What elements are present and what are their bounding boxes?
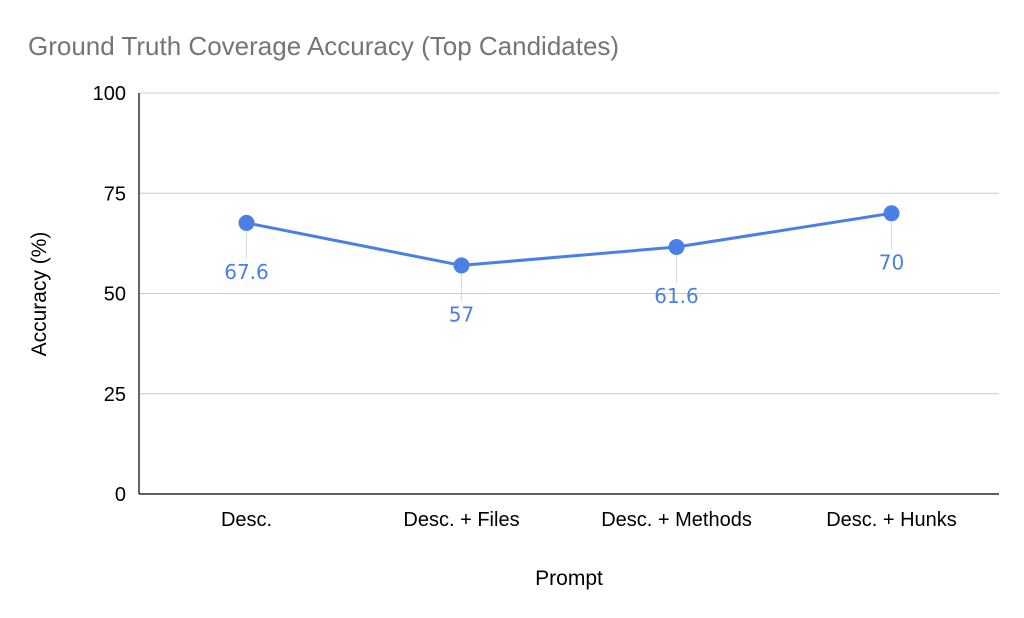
x-tick-labels: Desc. Desc. + Files Desc. + Methods Desc. +… [221,509,957,531]
x-tick-label: Desc. + Hunks [826,509,957,531]
x-tick-label: Desc. + Methods [601,509,752,531]
data-label: 61.6 [654,284,699,308]
y-axis-title: Accuracy (%) [28,232,51,357]
data-label: 57 [449,302,474,326]
data-label: 70 [879,250,904,274]
label-leaders [246,221,892,302]
x-tick-label: Desc. + Files [403,509,519,531]
data-point [453,257,470,274]
data-point [883,205,900,222]
x-axis-title: Prompt [535,567,603,590]
y-tick-label: 50 [104,284,126,306]
y-tick-label: 25 [104,384,126,406]
y-tick-label: 75 [104,183,126,205]
data-label: 67.6 [224,260,269,284]
data-point [668,238,685,255]
x-tick-label: Desc. [221,509,272,531]
data-point [238,214,255,231]
y-tick-label: 0 [115,484,126,506]
series-line [246,211,892,267]
series-line [246,211,892,267]
axes [138,93,999,495]
y-tick-labels: 0 25 50 75 100 [93,83,126,506]
y-tick-label: 100 [93,83,126,105]
gridlines [139,92,999,395]
chart-title: Ground Truth Coverage Accuracy (Top Cand… [28,31,619,61]
data-labels: 67.6 57 61.6 70 [224,250,904,326]
data-points [238,205,900,274]
